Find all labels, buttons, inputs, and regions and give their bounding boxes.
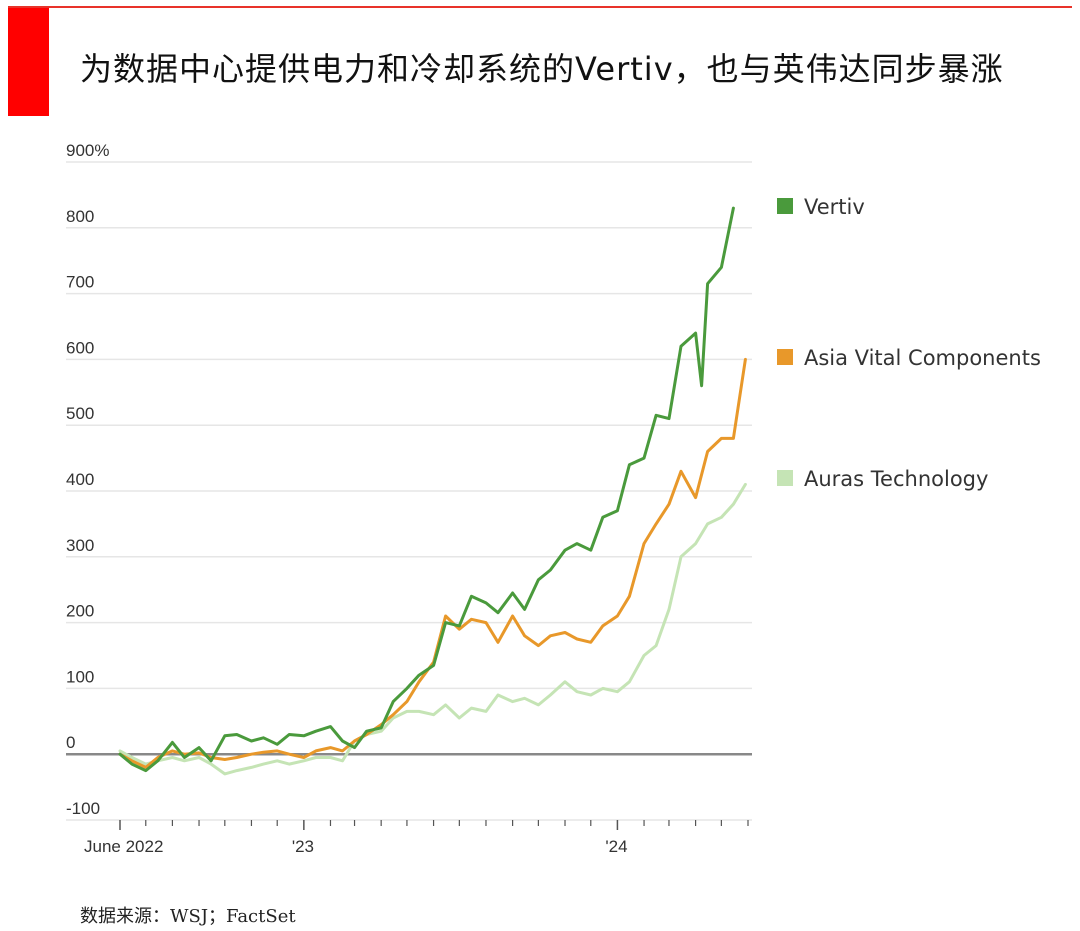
series-line-asia-vital-components [118, 357, 747, 769]
title-accent-bar [8, 8, 49, 116]
y-tick-label: 200 [66, 602, 94, 621]
legend-label: Vertiv [804, 195, 865, 219]
y-tick-label: 100 [66, 667, 94, 686]
legend: Vertiv Asia Vital Components Auras Technol… [777, 195, 1041, 491]
legend-swatch [777, 470, 793, 486]
y-axis-ticks: 900% 800 700 600 500 400 300 200 100 0 -100 [66, 141, 109, 818]
page-title: 为数据中心提供电力和冷却系统的Vertiv，也与英伟达同步暴涨 [80, 50, 1004, 88]
y-tick-label: 600 [66, 338, 94, 357]
y-tick-label: 900% [66, 141, 109, 160]
y-tick-label: 0 [66, 733, 75, 752]
legend-label: Asia Vital Components [804, 346, 1041, 370]
y-tick-label: 800 [66, 207, 94, 226]
x-axis: June 2022 '23 '24 [84, 820, 749, 856]
legend-swatch [777, 198, 793, 214]
line-chart: 900% 800 700 600 500 400 300 200 100 0 -100 June 2… [66, 141, 1041, 856]
x-tick-label: June 2022 [84, 837, 163, 856]
legend-label: Auras Technology [804, 467, 988, 491]
legend-swatch [777, 349, 793, 365]
y-tick-label: 700 [66, 273, 94, 292]
source-note: 数据来源：WSJ；FactSet [80, 906, 296, 927]
gridlines [66, 161, 752, 821]
y-tick-label: 300 [66, 536, 94, 555]
series-lines [118, 206, 747, 776]
y-tick-label: 500 [66, 404, 94, 423]
y-tick-label: 400 [66, 470, 94, 489]
series-line-vertiv [118, 206, 735, 773]
series-line-auras-technology [118, 482, 747, 776]
top-rule [8, 6, 1072, 8]
x-tick-label: '24 [605, 837, 627, 856]
y-tick-label: -100 [66, 799, 100, 818]
x-tick-label: '23 [292, 837, 314, 856]
